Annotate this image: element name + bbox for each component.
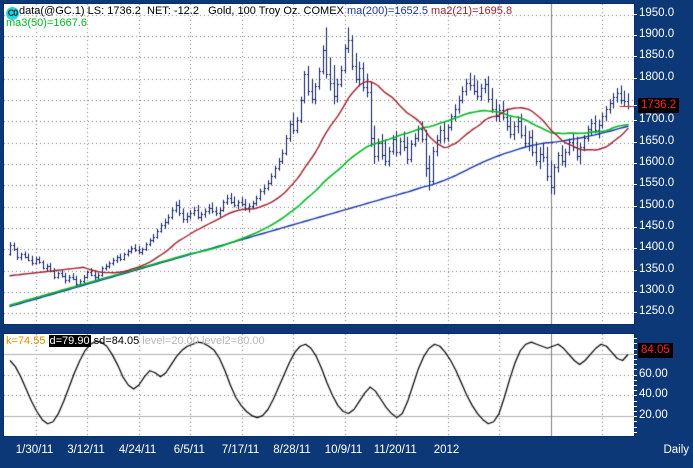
price-axis-label: 1850.0 [639,49,675,62]
current-price-marker: 1736.2 [638,97,680,113]
price-chart-pane[interactable]: C0 data(@GC.1) LS: 1736.2 NET: -12.2 Gold… [3,3,635,325]
axis-tick [634,184,637,185]
axis-tick [634,380,637,381]
stoch-axis-label: 40.00 [639,388,668,401]
date-axis-label: 10/9/11 [324,444,363,456]
axis-tick [634,390,637,391]
date-axis-label: 7/17/11 [221,444,260,456]
date-axis-label: 3/12/11 [67,444,105,456]
axis-tick [634,35,637,36]
axis-tick [634,375,637,376]
date-axis-label: 2012 [433,444,460,456]
instrument-label: Gold, 100 Troy Oz. COMEX [208,5,344,17]
price-axis-label: 1950.0 [639,6,675,19]
axis-tick [634,120,637,121]
axis-tick [634,338,637,339]
date-axis-label: 4/24/11 [118,444,157,456]
stochastic-header: k=74.55 d=79.90 sd=84.05 level=20.00 lev… [6,335,634,347]
axis-tick [634,14,637,15]
price-axis-label: 1500.0 [639,198,675,211]
header-line-2: ma3(50)=1667.6 [6,17,634,29]
axis-tick [634,432,637,433]
axis-tick [634,427,637,428]
stoch-current-marker: 84.05 [638,342,673,358]
axis-tick [634,369,637,370]
date-axis-label: 8/28/11 [273,444,311,456]
axis-tick [634,78,637,79]
axis-tick [634,227,637,228]
stoch-level2-label[interactable]: level2=80.00 [201,335,265,347]
ma2-legend[interactable]: ma2(21)=1695.8 [431,5,513,17]
axis-tick [634,364,637,365]
axis-tick [634,359,637,360]
stochastic-pane[interactable]: k=74.55 d=79.90 sd=84.05 level=20.00 lev… [3,333,635,437]
axis-tick [634,56,637,57]
price-axis[interactable]: 1950.0 1900.0 1850.0 1800.0 1700.0 1650.0 1600… [634,3,691,325]
price-axis-label: 1650.0 [639,134,675,147]
axis-tick [634,312,637,313]
axis-tick [634,206,637,207]
last-value: 1736.2 [107,5,141,17]
price-axis-label: 1800.0 [639,70,675,83]
header-line-1: C0 data(@GC.1) LS: 1736.2 NET: -12.2 Gold… [6,5,634,20]
axis-tick [634,401,637,402]
stoch-level-label[interactable]: level=20.00 [142,335,199,347]
stochastic-axis[interactable]: 60.00 40.00 20.00 84.05 [634,333,691,437]
axis-tick [634,248,637,249]
ma1-legend[interactable]: ma(200)=1652.5 [346,5,428,17]
net-label: NET: [147,5,171,17]
axis-tick [634,411,637,412]
price-chart-canvas[interactable] [4,4,634,324]
last-label: LS: [87,5,105,17]
price-axis-label: 1900.0 [639,28,675,40]
stochastic-canvas[interactable] [4,334,634,436]
axis-tick [634,385,637,386]
axis-tick [634,416,637,417]
interval-label: Daily [663,444,689,456]
ma3-legend[interactable]: ma3(50)=1667.6 [6,17,88,29]
axis-tick [634,270,637,271]
axis-tick [634,349,637,350]
stoch-k-label[interactable]: k=74.55 [6,335,46,347]
price-axis-label: 1400.0 [639,241,675,254]
price-axis-label: 1350.0 [639,262,675,275]
net-value: -12.2 [173,5,199,17]
date-axis: Daily 1/30/11 3/12/11 4/24/11 6/5/11 7/17/11… [0,438,693,468]
c0-circle-icon[interactable]: C0 [6,7,19,20]
price-axis-label: 1600.0 [639,156,675,168]
data-source-label: data(@GC.1) [19,5,85,17]
price-axis-label: 1700.0 [639,113,675,126]
axis-tick [634,163,637,164]
axis-tick [634,406,637,407]
axis-tick [634,395,637,396]
axis-tick [634,354,637,355]
date-axis-label: 11/20/11 [373,444,417,456]
price-axis-label: 1450.0 [639,220,675,232]
axis-tick [634,343,637,344]
axis-tick [634,421,637,422]
price-axis-label: 1250.0 [639,305,675,318]
price-chart-header: C0 data(@GC.1) LS: 1736.2 NET: -12.2 Gold… [6,5,634,29]
stoch-axis-label: 20.00 [639,409,668,422]
axis-tick [634,142,637,143]
date-axis-label: 1/30/11 [15,444,54,456]
date-axis-label: 6/5/11 [173,444,205,456]
stoch-axis-label: 60.00 [639,367,668,380]
axis-tick [634,291,637,292]
stoch-sd-label[interactable]: sd=84.05 [93,335,140,347]
axis-tick [634,105,637,106]
price-axis-label: 1550.0 [639,177,675,190]
price-axis-label: 1300.0 [639,284,675,296]
stoch-d-label[interactable]: d=79.90 [48,335,91,347]
